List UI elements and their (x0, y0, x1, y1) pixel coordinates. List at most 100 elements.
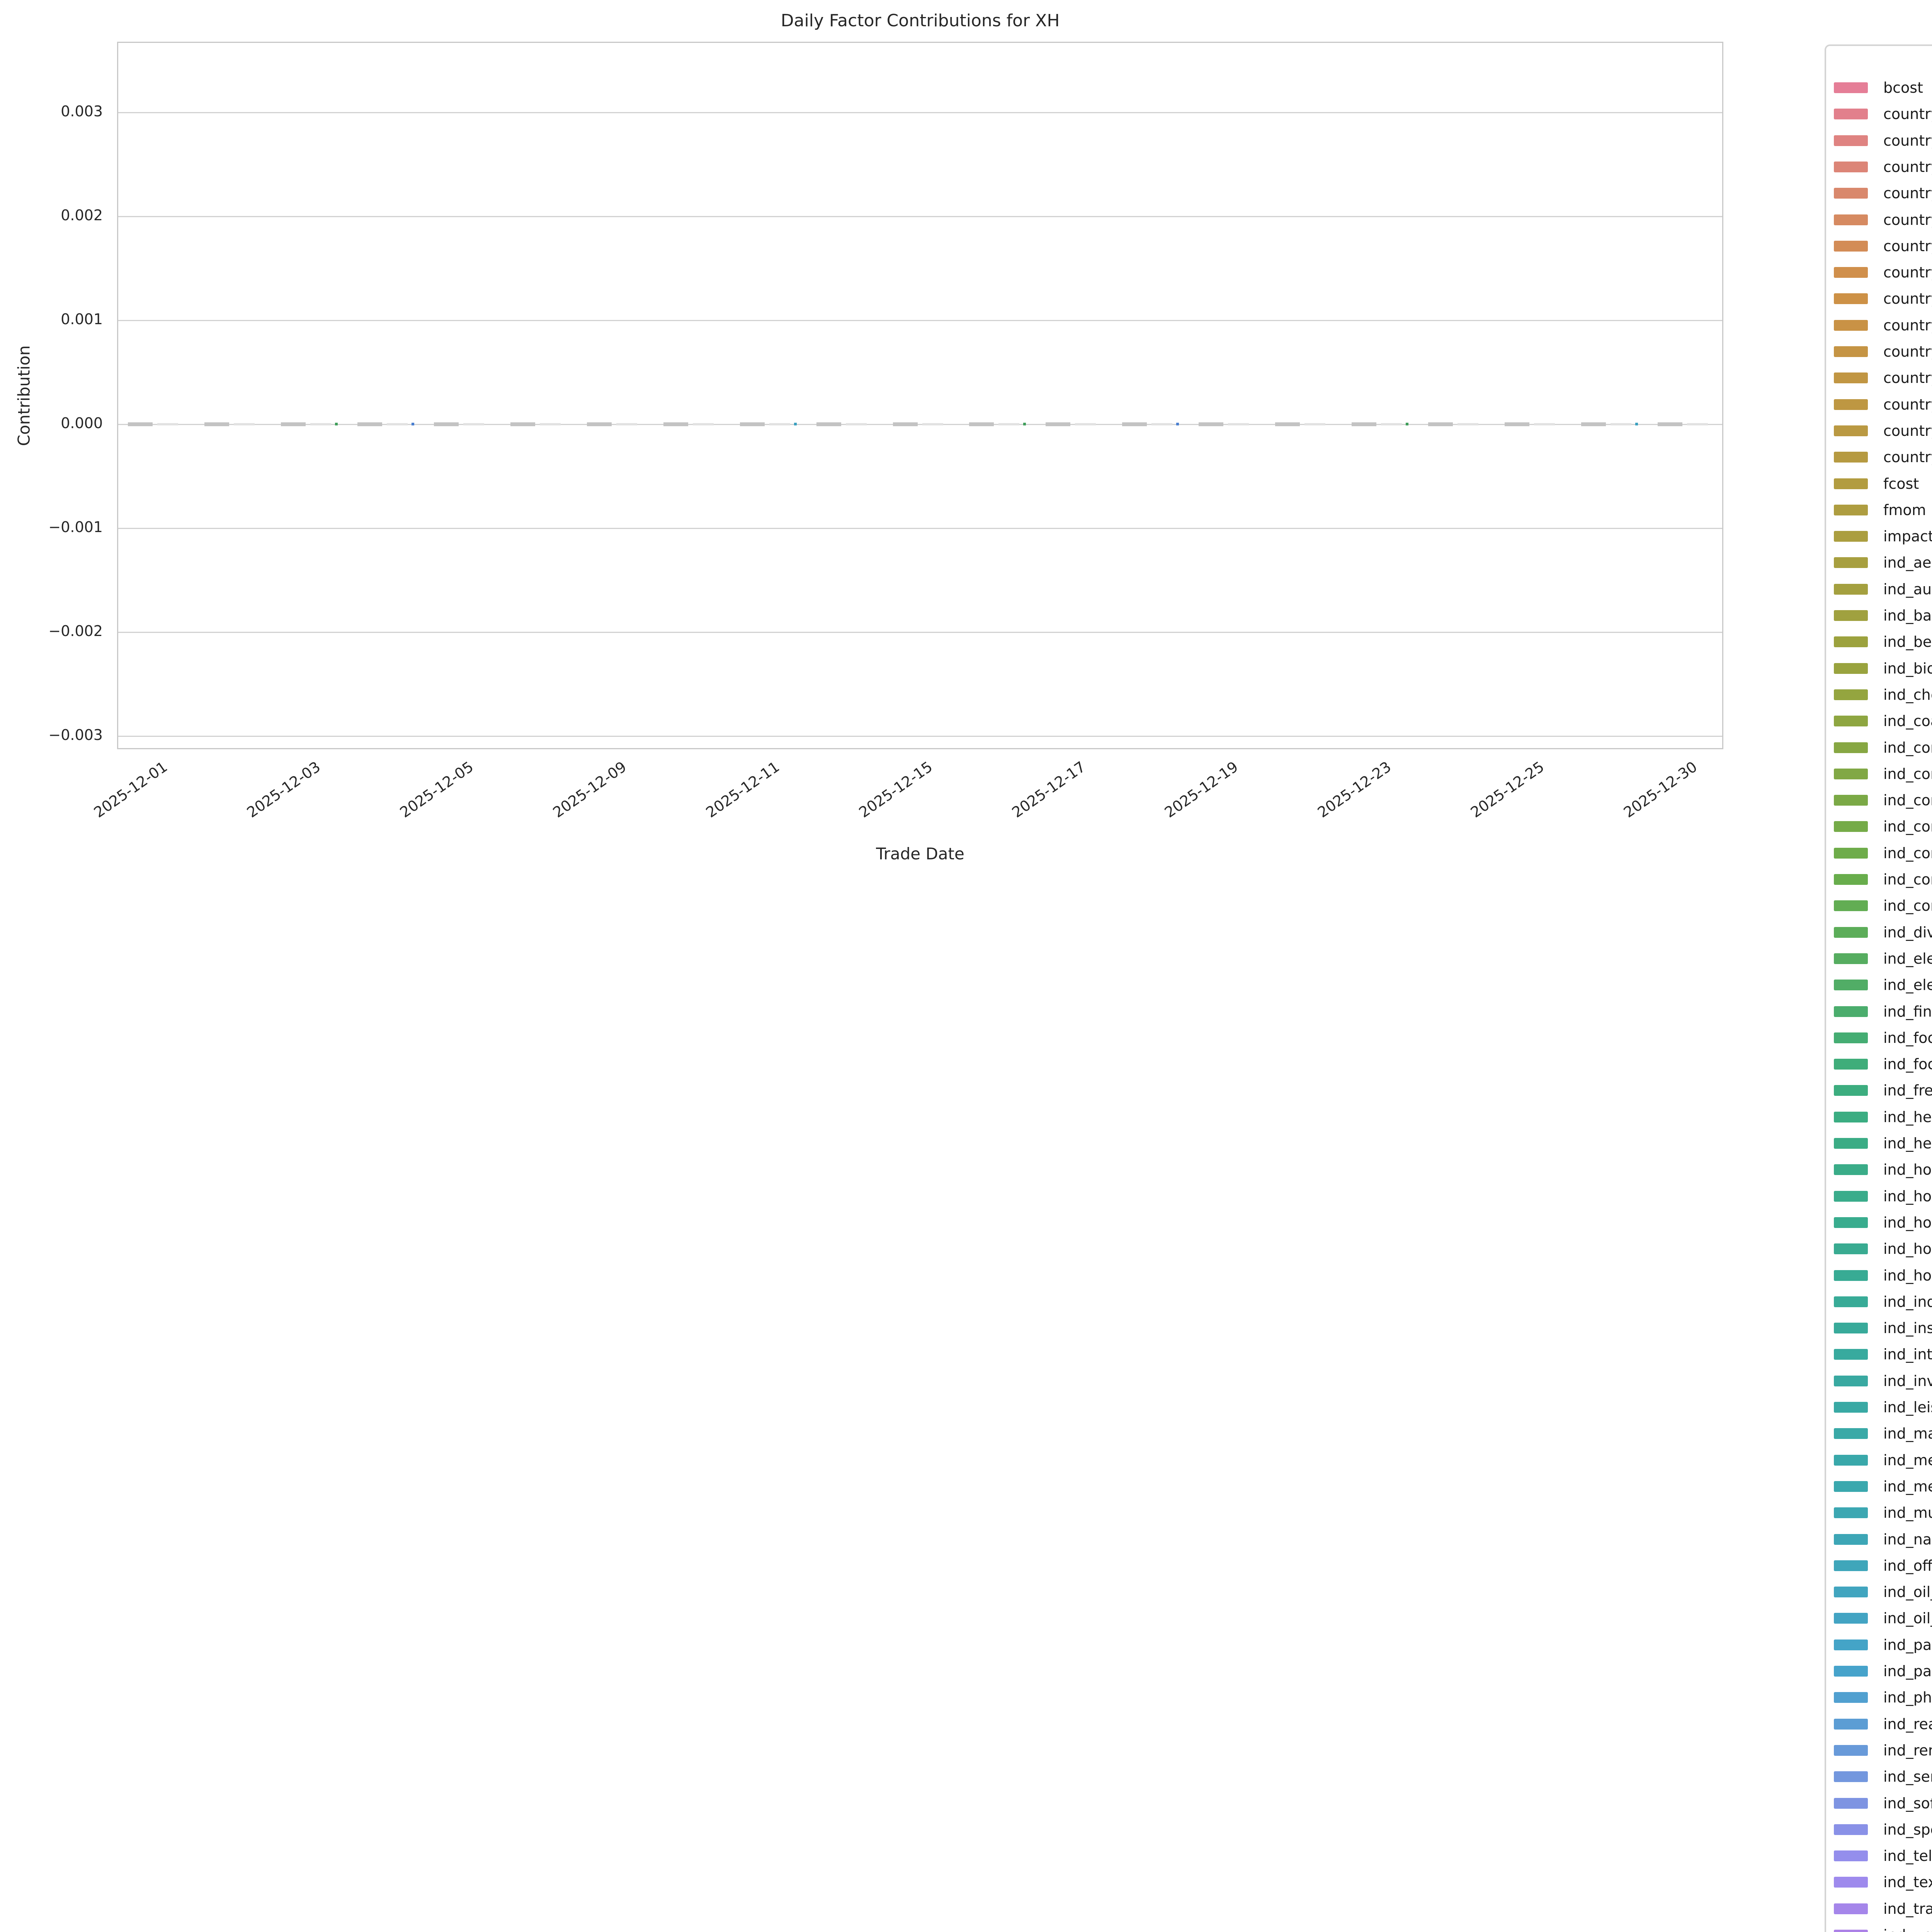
legend-swatch (1834, 980, 1868, 991)
legend-item-label: ind_diversified_retail (1883, 923, 1932, 941)
legend-item-label: ind_household_goods (1883, 1240, 1932, 1258)
legend-item: fmom (1826, 497, 1932, 524)
legend-swatch (1834, 1534, 1868, 1545)
legend-item: ind_pharmaceuticals (1826, 1684, 1932, 1711)
bar-speck (411, 423, 414, 425)
legend-item: ind_containers_packaging (1826, 893, 1932, 919)
legend-item: ind_integrated_hardware_software (1826, 1341, 1932, 1368)
legend-item-label: ind_software_it_services (1883, 1794, 1932, 1812)
legend-swatch (1834, 1613, 1868, 1624)
y-gridline (118, 632, 1722, 633)
y-gridline (118, 112, 1722, 113)
legend-item-label: ind_telecommunications_serices (1883, 1847, 1932, 1865)
legend-swatch (1834, 768, 1868, 779)
legend-item: ind_food_tobacco (1826, 1051, 1932, 1078)
legend-swatch (1834, 1824, 1868, 1835)
legend-swatch (1834, 1850, 1868, 1862)
legend-item-label: ind_media_publishing (1883, 1451, 1932, 1469)
y-gridline (118, 320, 1722, 321)
legend-item-label: ind_investment_services (1883, 1372, 1932, 1389)
legend-swatch (1834, 1402, 1868, 1413)
legend-item-label: ind_chemicals (1883, 686, 1932, 703)
y-gridline (118, 528, 1722, 529)
legend-swatch (1834, 1798, 1868, 1809)
legend-item-label: ind_electronic_equipment (1883, 976, 1932, 994)
legend-item-label: country_TH (1883, 396, 1932, 413)
bar-dash (1275, 422, 1300, 426)
legend-item-label: ind_uranium (1883, 1922, 1932, 1932)
legend-item-label: ind_commercial_services_supplies (1883, 739, 1932, 756)
bar-speck (1023, 423, 1026, 425)
legend-item-label: ind_food_tobacco (1883, 1056, 1932, 1073)
legend-swatch (1834, 1270, 1868, 1281)
legend-swatch (1834, 927, 1868, 938)
legend-swatch (1834, 610, 1868, 621)
legend-item-label: country_CN (1883, 132, 1932, 149)
legend-item-label: ind_integrated_hardware_software (1883, 1346, 1932, 1363)
legend-item: ind_software_it_services (1826, 1790, 1932, 1817)
legend-item: ind_aerospace_defense (1826, 549, 1932, 576)
legend-swatch (1834, 1507, 1868, 1519)
bar-dash-light (692, 423, 714, 425)
legend-item: country_KR (1826, 259, 1932, 286)
legend-item-label: ind_healthcare_equipment_supplies (1883, 1108, 1932, 1126)
legend-item-label: ind_paper_forestry (1883, 1636, 1932, 1653)
bar-dash (1122, 422, 1147, 426)
legend-item: country_TH (1826, 391, 1932, 418)
legend-item-label: ind_biotechnology (1883, 660, 1932, 677)
legend-item-label: impactCost (1883, 528, 1932, 545)
bar-dash (893, 422, 918, 426)
bar-dash-light (233, 423, 255, 425)
legend-item: country_ID (1826, 180, 1932, 207)
legend-item: country_CN (1826, 128, 1932, 154)
legend-swatch (1834, 1032, 1868, 1043)
bar-dash-light (1611, 423, 1632, 425)
legend-item-label: country_PH (1883, 343, 1932, 360)
x-tick-label: 2025-12-11 (702, 758, 782, 821)
legend-item: ind_beverages (1826, 629, 1932, 655)
y-gridline (118, 424, 1722, 425)
y-tick-label: 0.002 (61, 207, 103, 224)
legend-item-label: country_HK (1883, 158, 1932, 175)
legend-item: country_IN (1826, 207, 1932, 233)
legend-swatch (1834, 900, 1868, 912)
x-tick-label: 2025-12-09 (549, 758, 629, 821)
bar-speck (1406, 423, 1409, 425)
legend-item-label: country_AU (1883, 105, 1932, 123)
legend-item: ind_communications_equipment (1826, 761, 1932, 787)
chart-title: Daily Factor Contributions for XH (781, 11, 1060, 31)
legend-item-label: ind_oil_gas_equipment_services (1883, 1610, 1932, 1627)
legend-item: ind_real_estate_operations (1826, 1711, 1932, 1738)
legend-item-label: ind_oil_gas (1883, 1583, 1932, 1601)
legend-item-label: ind_aerospace_defense (1883, 554, 1932, 571)
legend-item: ind_freight_logistics (1826, 1077, 1932, 1104)
legend-swatch (1834, 109, 1868, 120)
legend-item: country_TW (1826, 418, 1932, 444)
legend-item: country_PH (1826, 338, 1932, 365)
bar-dash-light (845, 423, 867, 425)
legend-swatch (1834, 795, 1868, 806)
bar-dash-light (1304, 423, 1326, 425)
legend-item: ind_fintech (1826, 998, 1932, 1025)
bar-dash-light (769, 423, 790, 425)
bar-dash (969, 422, 994, 426)
bar-dash-light (998, 423, 1020, 425)
legend-swatch (1834, 1428, 1868, 1439)
x-tick-label: 2025-12-15 (855, 758, 935, 821)
legend-swatch (1834, 1877, 1868, 1888)
bar-dash-light (1458, 423, 1479, 425)
legend-item-label: ind_communications_equipment (1883, 765, 1932, 782)
legend-item: country_MY (1826, 286, 1932, 312)
legend-swatch (1834, 135, 1868, 146)
legend-item-label: country_NZ (1883, 316, 1932, 334)
legend-item: ind_telecommunications_serices (1826, 1843, 1932, 1869)
legend-swatch (1834, 1111, 1868, 1122)
legend-swatch (1834, 1217, 1868, 1228)
legend-swatch (1834, 478, 1868, 489)
bar-dash-light (539, 423, 561, 425)
legend-item: ind_oil_gas_equipment_services (1826, 1605, 1932, 1632)
bar-speck (1176, 423, 1179, 425)
legend-swatch (1834, 188, 1868, 199)
legend-item: ind_healthcare_providers_services (1826, 1130, 1932, 1157)
bar-dash-light (1151, 423, 1173, 425)
